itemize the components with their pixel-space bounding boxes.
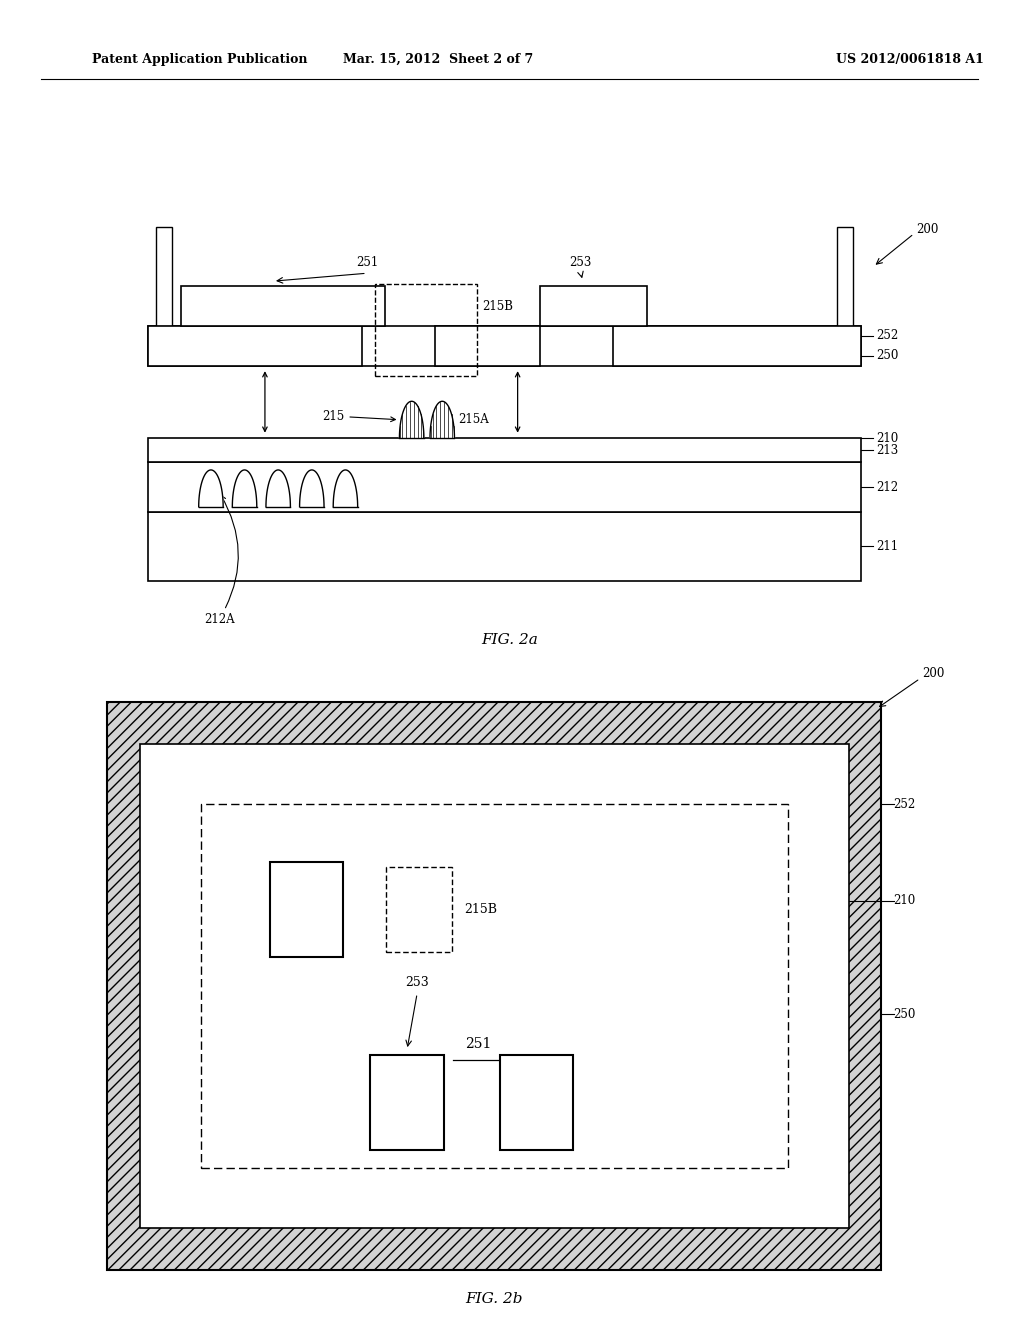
Text: US 2012/0061818 A1: US 2012/0061818 A1 (836, 53, 983, 66)
Bar (500, 1055, 573, 1150)
Bar (386, 867, 452, 953)
Polygon shape (399, 401, 424, 438)
Bar (147, 326, 361, 366)
Text: 250: 250 (894, 1008, 916, 1020)
Text: 251: 251 (355, 256, 378, 269)
Bar (147, 462, 861, 512)
Polygon shape (199, 470, 223, 507)
Polygon shape (430, 401, 455, 438)
Text: 252: 252 (877, 330, 899, 342)
Bar (147, 326, 861, 366)
Text: 210: 210 (894, 895, 915, 907)
Bar (435, 326, 540, 366)
Text: 251: 251 (466, 1038, 492, 1051)
Text: 253: 253 (569, 256, 592, 269)
Text: 212A: 212A (204, 495, 239, 626)
Text: 200: 200 (916, 223, 938, 236)
Text: 210: 210 (877, 432, 899, 445)
Text: FIG. 2b: FIG. 2b (466, 1292, 523, 1305)
Text: 253: 253 (406, 977, 429, 989)
Bar (371, 1055, 443, 1150)
Text: 200: 200 (923, 667, 944, 680)
Bar (375, 284, 477, 376)
Text: 213: 213 (877, 444, 899, 457)
Text: 211: 211 (877, 540, 898, 553)
Text: Mar. 15, 2012  Sheet 2 of 7: Mar. 15, 2012 Sheet 2 of 7 (343, 53, 534, 66)
Bar (435, 326, 540, 366)
Bar (156, 227, 172, 326)
Bar (613, 326, 861, 366)
Text: Patent Application Publication: Patent Application Publication (92, 53, 307, 66)
Bar (837, 227, 853, 326)
Text: 250: 250 (877, 350, 899, 362)
Bar (147, 326, 361, 366)
Bar (147, 512, 861, 581)
Polygon shape (232, 470, 257, 507)
Bar (201, 804, 787, 1168)
Text: 215B: 215B (464, 903, 498, 916)
Text: 212: 212 (877, 480, 898, 494)
Text: 215: 215 (323, 409, 395, 422)
Bar (139, 744, 849, 1228)
Polygon shape (266, 470, 291, 507)
Text: 252: 252 (894, 797, 915, 810)
Bar (106, 702, 882, 1270)
Text: 215B: 215B (482, 301, 513, 313)
Polygon shape (333, 470, 357, 507)
Bar (269, 862, 343, 957)
Text: FIG. 2a: FIG. 2a (481, 634, 538, 647)
Text: 215A: 215A (459, 413, 489, 426)
Bar (147, 438, 861, 462)
Bar (540, 286, 647, 326)
Polygon shape (300, 470, 324, 507)
Bar (181, 286, 385, 326)
Bar (613, 326, 861, 366)
